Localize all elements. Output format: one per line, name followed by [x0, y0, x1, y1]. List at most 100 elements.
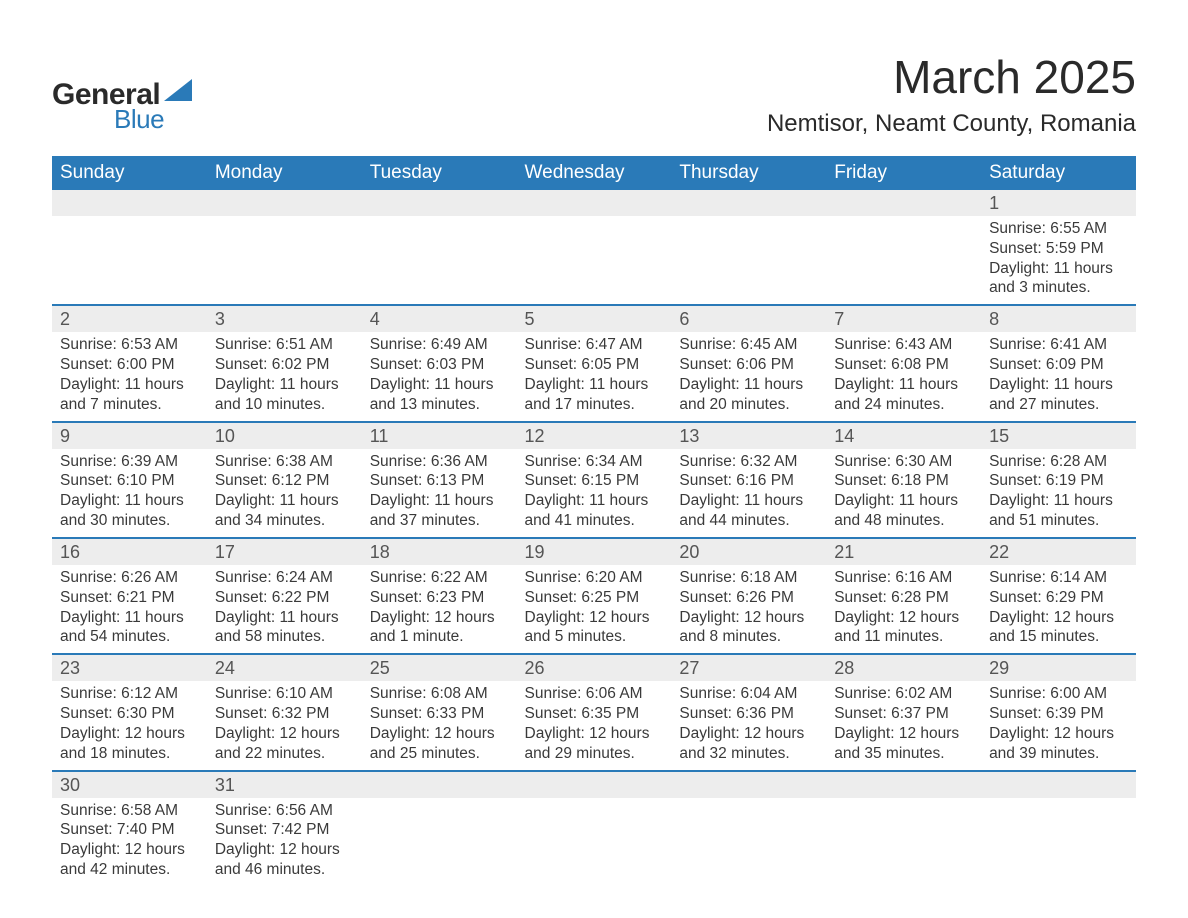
daylight-text-1: Daylight: 11 hours: [679, 491, 818, 511]
sunset-text: Sunset: 6:09 PM: [989, 355, 1128, 375]
daylight-text-1: Daylight: 12 hours: [834, 608, 973, 628]
day-content-cell: Sunrise: 6:14 AMSunset: 6:29 PMDaylight:…: [981, 565, 1136, 654]
daylight-text-2: and 34 minutes.: [215, 511, 354, 531]
day-content-cell: Sunrise: 6:49 AMSunset: 6:03 PMDaylight:…: [362, 332, 517, 421]
daylight-text-1: Daylight: 11 hours: [215, 491, 354, 511]
week-content-row: Sunrise: 6:39 AMSunset: 6:10 PMDaylight:…: [52, 449, 1136, 538]
daylight-text-2: and 42 minutes.: [60, 860, 199, 880]
day-number-cell: 27: [671, 654, 826, 681]
day-number-cell: 10: [207, 422, 362, 449]
week-daynum-row: 2345678: [52, 305, 1136, 332]
sunrise-text: Sunrise: 6:58 AM: [60, 801, 199, 821]
sunrise-text: Sunrise: 6:20 AM: [525, 568, 664, 588]
day-header: Thursday: [671, 156, 826, 190]
month-title: March 2025: [767, 50, 1136, 104]
logo-triangle-icon: [164, 79, 192, 106]
day-number-cell: 3: [207, 305, 362, 332]
daylight-text-2: and 25 minutes.: [370, 744, 509, 764]
sunrise-text: Sunrise: 6:08 AM: [370, 684, 509, 704]
day-number-cell: 23: [52, 654, 207, 681]
day-number-cell: 20: [671, 538, 826, 565]
day-header: Sunday: [52, 156, 207, 190]
day-content-cell: Sunrise: 6:02 AMSunset: 6:37 PMDaylight:…: [826, 681, 981, 770]
day-content-cell: [517, 216, 672, 305]
sunset-text: Sunset: 7:40 PM: [60, 820, 199, 840]
day-content-cell: Sunrise: 6:22 AMSunset: 6:23 PMDaylight:…: [362, 565, 517, 654]
day-number-cell: [362, 771, 517, 798]
daylight-text-2: and 30 minutes.: [60, 511, 199, 531]
day-content-cell: Sunrise: 6:26 AMSunset: 6:21 PMDaylight:…: [52, 565, 207, 654]
week-daynum-row: 16171819202122: [52, 538, 1136, 565]
daylight-text-1: Daylight: 11 hours: [215, 608, 354, 628]
week-daynum-row: 23242526272829: [52, 654, 1136, 681]
daylight-text-1: Daylight: 12 hours: [525, 724, 664, 744]
sunset-text: Sunset: 6:39 PM: [989, 704, 1128, 724]
day-content-cell: Sunrise: 6:53 AMSunset: 6:00 PMDaylight:…: [52, 332, 207, 421]
daylight-text-1: Daylight: 11 hours: [989, 491, 1128, 511]
day-number-cell: 4: [362, 305, 517, 332]
day-content-cell: [671, 216, 826, 305]
day-number-cell: 26: [517, 654, 672, 681]
sunrise-text: Sunrise: 6:34 AM: [525, 452, 664, 472]
page-header: General Blue March 2025 Nemtisor, Neamt …: [52, 50, 1136, 138]
day-content-cell: Sunrise: 6:39 AMSunset: 6:10 PMDaylight:…: [52, 449, 207, 538]
daylight-text-1: Daylight: 11 hours: [60, 491, 199, 511]
day-content-cell: Sunrise: 6:38 AMSunset: 6:12 PMDaylight:…: [207, 449, 362, 538]
sunrise-text: Sunrise: 6:49 AM: [370, 335, 509, 355]
day-number-cell: 2: [52, 305, 207, 332]
day-content-cell: Sunrise: 6:41 AMSunset: 6:09 PMDaylight:…: [981, 332, 1136, 421]
calendar-table: Sunday Monday Tuesday Wednesday Thursday…: [52, 156, 1136, 886]
sunrise-text: Sunrise: 6:24 AM: [215, 568, 354, 588]
sunrise-text: Sunrise: 6:22 AM: [370, 568, 509, 588]
daylight-text-2: and 20 minutes.: [679, 395, 818, 415]
week-content-row: Sunrise: 6:26 AMSunset: 6:21 PMDaylight:…: [52, 565, 1136, 654]
daylight-text-1: Daylight: 11 hours: [525, 491, 664, 511]
day-header: Monday: [207, 156, 362, 190]
day-content-cell: [981, 798, 1136, 886]
daylight-text-1: Daylight: 11 hours: [525, 375, 664, 395]
daylight-text-1: Daylight: 11 hours: [60, 375, 199, 395]
day-number-cell: 13: [671, 422, 826, 449]
day-content-cell: [517, 798, 672, 886]
sunset-text: Sunset: 6:18 PM: [834, 471, 973, 491]
day-number-cell: 28: [826, 654, 981, 681]
week-daynum-row: 1: [52, 190, 1136, 216]
day-content-cell: Sunrise: 6:08 AMSunset: 6:33 PMDaylight:…: [362, 681, 517, 770]
daylight-text-2: and 11 minutes.: [834, 627, 973, 647]
daylight-text-2: and 24 minutes.: [834, 395, 973, 415]
day-header-row: Sunday Monday Tuesday Wednesday Thursday…: [52, 156, 1136, 190]
sunrise-text: Sunrise: 6:06 AM: [525, 684, 664, 704]
sunset-text: Sunset: 5:59 PM: [989, 239, 1128, 259]
daylight-text-1: Daylight: 12 hours: [989, 608, 1128, 628]
day-number-cell: 1: [981, 190, 1136, 216]
daylight-text-2: and 8 minutes.: [679, 627, 818, 647]
sunset-text: Sunset: 6:35 PM: [525, 704, 664, 724]
sunset-text: Sunset: 6:37 PM: [834, 704, 973, 724]
sunrise-text: Sunrise: 6:41 AM: [989, 335, 1128, 355]
day-content-cell: [362, 216, 517, 305]
sunset-text: Sunset: 6:15 PM: [525, 471, 664, 491]
daylight-text-2: and 22 minutes.: [215, 744, 354, 764]
week-daynum-row: 3031: [52, 771, 1136, 798]
daylight-text-1: Daylight: 12 hours: [679, 724, 818, 744]
day-number-cell: 11: [362, 422, 517, 449]
day-content-cell: Sunrise: 6:58 AMSunset: 7:40 PMDaylight:…: [52, 798, 207, 886]
sunset-text: Sunset: 6:16 PM: [679, 471, 818, 491]
location-subtitle: Nemtisor, Neamt County, Romania: [767, 110, 1136, 138]
title-block: March 2025 Nemtisor, Neamt County, Roman…: [767, 50, 1136, 138]
sunrise-text: Sunrise: 6:12 AM: [60, 684, 199, 704]
daylight-text-2: and 27 minutes.: [989, 395, 1128, 415]
daylight-text-1: Daylight: 12 hours: [215, 724, 354, 744]
daylight-text-2: and 5 minutes.: [525, 627, 664, 647]
sunrise-text: Sunrise: 6:39 AM: [60, 452, 199, 472]
day-content-cell: Sunrise: 6:04 AMSunset: 6:36 PMDaylight:…: [671, 681, 826, 770]
daylight-text-2: and 44 minutes.: [679, 511, 818, 531]
day-content-cell: Sunrise: 6:28 AMSunset: 6:19 PMDaylight:…: [981, 449, 1136, 538]
day-content-cell: Sunrise: 6:43 AMSunset: 6:08 PMDaylight:…: [826, 332, 981, 421]
sunset-text: Sunset: 6:22 PM: [215, 588, 354, 608]
day-number-cell: 6: [671, 305, 826, 332]
day-number-cell: [517, 771, 672, 798]
daylight-text-2: and 39 minutes.: [989, 744, 1128, 764]
daylight-text-1: Daylight: 11 hours: [989, 259, 1128, 279]
daylight-text-2: and 10 minutes.: [215, 395, 354, 415]
